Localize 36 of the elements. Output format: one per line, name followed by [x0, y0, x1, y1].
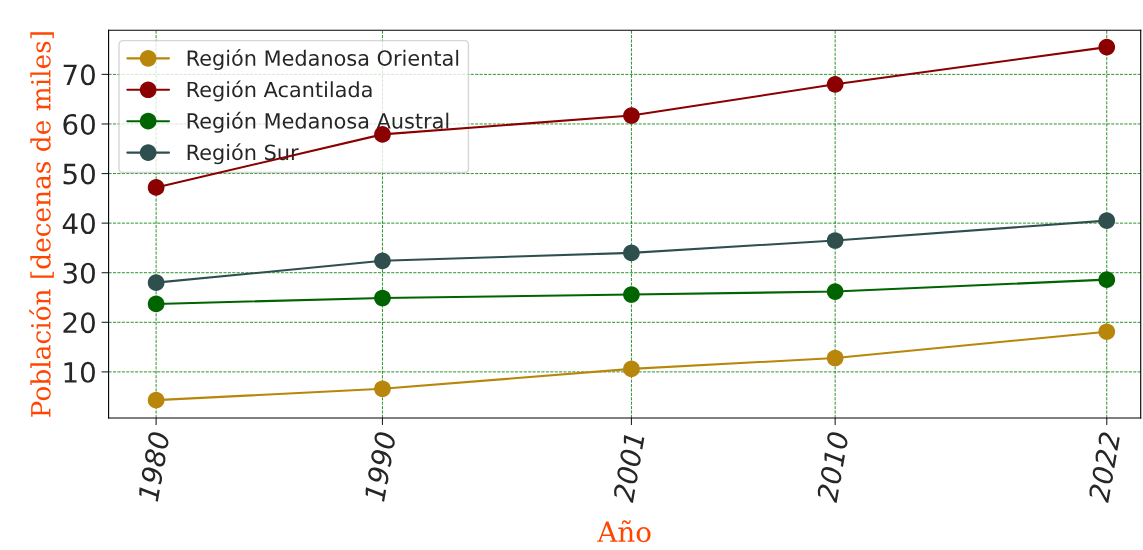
y-tick-label: 50 [63, 163, 95, 185]
point [147, 179, 165, 196]
x-axis-title: Año [597, 520, 651, 543]
point [1098, 212, 1116, 229]
point [1098, 271, 1116, 288]
point [623, 244, 640, 262]
y-tick-label: 60 [63, 113, 95, 135]
y-tick-label: 70 [63, 64, 95, 86]
legend-label: Región Medanosa Austral [187, 111, 449, 133]
x-tick-label: 2022 [1087, 431, 1121, 504]
legend-label: Región Medanosa Oriental [187, 49, 459, 70]
point [826, 349, 844, 367]
x-tick-label: 1990 [363, 431, 397, 502]
point [826, 75, 844, 93]
point [147, 391, 165, 409]
y-axis-title: Población [decenas de miles] [29, 32, 54, 417]
point [374, 252, 391, 270]
point [1098, 38, 1116, 56]
point [623, 360, 640, 378]
point [374, 380, 391, 398]
point [826, 283, 844, 300]
point [147, 295, 165, 313]
x-tick-label: 2001 [612, 434, 645, 504]
y-tick-label: 10 [64, 361, 95, 383]
y-tick-label: 20 [63, 312, 95, 334]
point [623, 107, 640, 124]
legend-label: Región Acantilada [187, 80, 372, 102]
point [826, 232, 844, 249]
x-tick-label: 1980 [137, 431, 170, 502]
x-tick-label: 2010 [816, 431, 849, 504]
point [147, 274, 165, 291]
point [374, 289, 391, 307]
point [623, 286, 640, 303]
y-tick-label: 30 [63, 262, 95, 284]
y-tick-label: 40 [62, 213, 95, 235]
point [1098, 323, 1116, 341]
